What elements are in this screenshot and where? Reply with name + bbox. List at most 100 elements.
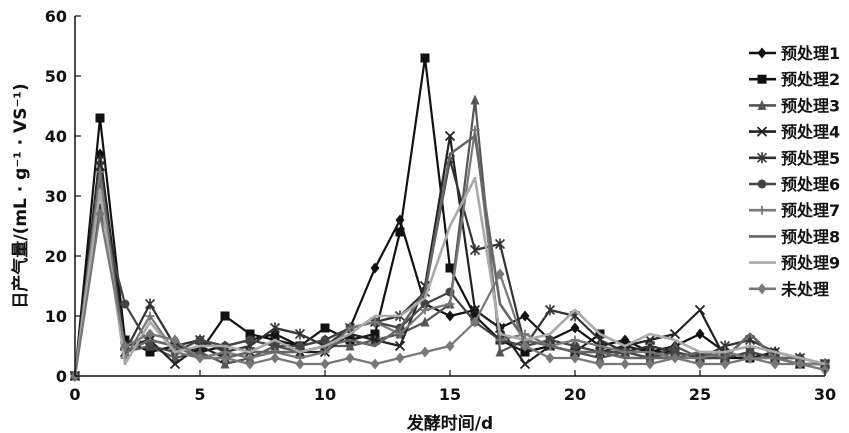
plot-area	[69, 53, 831, 382]
legend-marker	[757, 283, 767, 295]
data-point	[295, 358, 305, 370]
data-point	[770, 358, 780, 370]
data-point	[395, 329, 405, 339]
data-point	[270, 352, 280, 364]
data-point	[345, 323, 355, 333]
data-point	[695, 328, 705, 340]
series-10	[70, 208, 830, 382]
legend-item: 预处理3	[749, 96, 840, 115]
legend-marker	[757, 99, 767, 110]
legend-marker	[756, 152, 768, 164]
data-point	[395, 227, 405, 237]
data-point	[420, 53, 430, 63]
data-point	[420, 316, 430, 327]
legend: 预处理1 预处理2 预处理3 预处理4 预处理5 预处理6 预处理7 预处理8 预处理9 未处理	[749, 44, 840, 299]
data-point	[570, 341, 580, 351]
data-point	[370, 262, 380, 274]
data-point	[145, 347, 155, 357]
legend-label: 预处理7	[781, 201, 840, 220]
data-point	[544, 304, 556, 316]
data-point	[294, 328, 306, 340]
data-point	[545, 335, 555, 345]
data-point	[95, 113, 105, 123]
data-point	[694, 304, 706, 316]
y-axis-title: 日产气量/(mL · g⁻¹ · VS⁻¹)	[10, 83, 31, 308]
x-tick-label: 20	[564, 385, 586, 404]
data-point	[420, 299, 430, 309]
series-line	[73, 134, 826, 377]
data-point	[495, 335, 505, 345]
y-tick-label: 40	[45, 127, 67, 146]
data-point	[195, 352, 205, 364]
data-point	[394, 340, 406, 352]
data-point	[520, 340, 530, 352]
data-point	[745, 352, 755, 364]
legend-marker	[757, 205, 767, 215]
series-9	[73, 176, 826, 377]
data-point	[245, 335, 255, 345]
legend-item: 预处理1	[749, 44, 840, 63]
data-point	[469, 304, 481, 316]
data-point	[595, 358, 605, 370]
x-tick-label: 0	[69, 385, 80, 404]
legend-marker	[757, 179, 767, 189]
data-point	[745, 347, 755, 357]
data-point	[320, 347, 330, 357]
data-point	[370, 358, 380, 370]
legend-item: 预处理4	[749, 123, 840, 142]
data-point	[145, 341, 155, 351]
legend-item: 预处理6	[749, 175, 840, 194]
y-tick-label: 0	[56, 367, 67, 386]
series-line	[73, 56, 825, 377]
data-point	[95, 208, 105, 220]
data-point	[470, 316, 480, 328]
series-line	[73, 134, 825, 377]
legend-item: 未处理	[749, 280, 829, 299]
data-point	[170, 352, 180, 363]
data-point	[620, 347, 630, 357]
data-point	[370, 329, 380, 339]
data-point	[470, 94, 480, 105]
legend-label: 预处理8	[781, 227, 840, 246]
data-point	[570, 322, 580, 334]
legend-label: 未处理	[780, 280, 829, 299]
data-point	[245, 329, 255, 339]
data-point	[395, 352, 405, 364]
data-point	[94, 154, 106, 166]
data-point	[444, 130, 456, 142]
data-point	[145, 311, 155, 321]
data-point	[620, 358, 630, 370]
legend-item: 预处理5	[749, 149, 840, 168]
data-point	[595, 352, 605, 363]
data-point	[445, 263, 455, 273]
legend-marker	[757, 74, 767, 84]
series-2	[70, 53, 830, 381]
data-point	[144, 298, 156, 310]
data-point	[345, 340, 355, 351]
x-tick-label: 25	[689, 385, 711, 404]
series-line	[73, 176, 826, 377]
data-point	[570, 335, 580, 345]
data-point	[494, 238, 506, 250]
data-point	[345, 352, 355, 364]
y-tick-label: 20	[45, 247, 67, 266]
data-point	[169, 358, 181, 370]
data-point	[320, 358, 330, 370]
data-point	[495, 346, 505, 357]
data-point	[445, 310, 455, 322]
data-point	[245, 358, 255, 370]
series-line	[73, 128, 825, 377]
data-point	[270, 341, 280, 351]
legend-marker	[757, 47, 767, 59]
data-point	[545, 352, 555, 364]
data-point	[670, 340, 680, 351]
data-point	[695, 358, 705, 370]
data-point	[520, 310, 530, 322]
data-point	[519, 358, 531, 370]
data-point	[269, 322, 281, 334]
y-tick-label: 10	[45, 307, 67, 326]
data-point	[370, 317, 380, 327]
x-tick-label: 10	[314, 385, 336, 404]
data-point	[120, 299, 130, 309]
